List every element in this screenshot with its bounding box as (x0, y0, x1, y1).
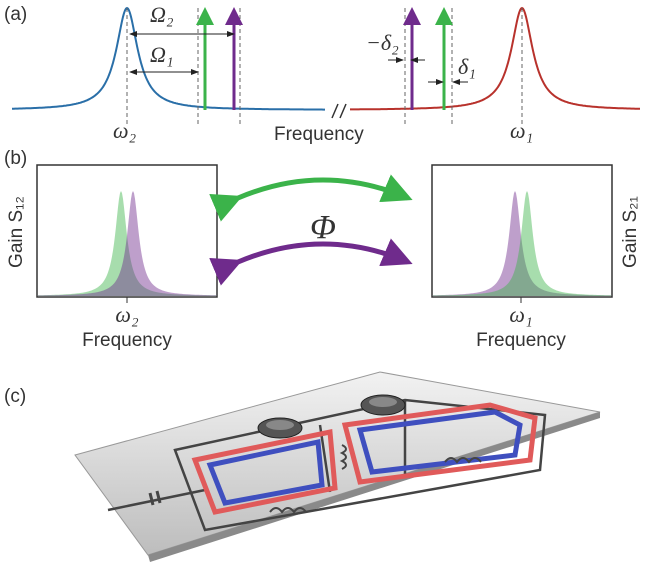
resonance-curve (12, 6, 325, 111)
gap-label: Ω₂ (150, 2, 174, 27)
conversion-arrow (209, 174, 413, 222)
gain-peak (433, 191, 611, 296)
resonance-label: ω₂ (115, 302, 139, 327)
resonance-label: ω₂ (113, 118, 137, 143)
panel-label: (b) (4, 148, 27, 169)
junction-top (266, 420, 294, 430)
resonance-curve (350, 6, 640, 111)
resonance-label: ω₁ (509, 302, 532, 327)
inductor (269, 444, 482, 514)
gain-peak (433, 191, 611, 296)
red-loop (341, 402, 538, 485)
axis-label: Frequency (274, 124, 364, 145)
axis-label: Frequency (476, 330, 566, 351)
circuit-wire (107, 398, 547, 532)
conversion-arrow (209, 238, 413, 286)
blue-loop (206, 438, 325, 506)
plot-frame (431, 164, 613, 298)
gain-peak (38, 191, 216, 296)
gap-label: Ω₁ (150, 42, 174, 67)
axis-label: Frequency (82, 330, 172, 351)
red-loop (191, 428, 338, 515)
chip-edge (148, 412, 600, 562)
phase-label: Φ (310, 209, 336, 246)
detuning-label: −δ₂ (366, 30, 399, 55)
blue-loop (356, 409, 523, 475)
panel-label: (a) (4, 4, 27, 25)
capacitor (148, 490, 162, 506)
gain-peak (38, 191, 216, 296)
gain-label: Gain S₂₁ (620, 196, 641, 268)
axis-break (331, 103, 347, 119)
resonance-label: ω₁ (510, 118, 533, 143)
detuning-label: δ₁ (458, 54, 476, 79)
junction-top (369, 397, 397, 407)
gain-label: Gain S₁₂ (6, 196, 27, 268)
plot-frame (36, 164, 218, 298)
panel-label: (c) (4, 386, 26, 407)
layout (12, 6, 640, 562)
